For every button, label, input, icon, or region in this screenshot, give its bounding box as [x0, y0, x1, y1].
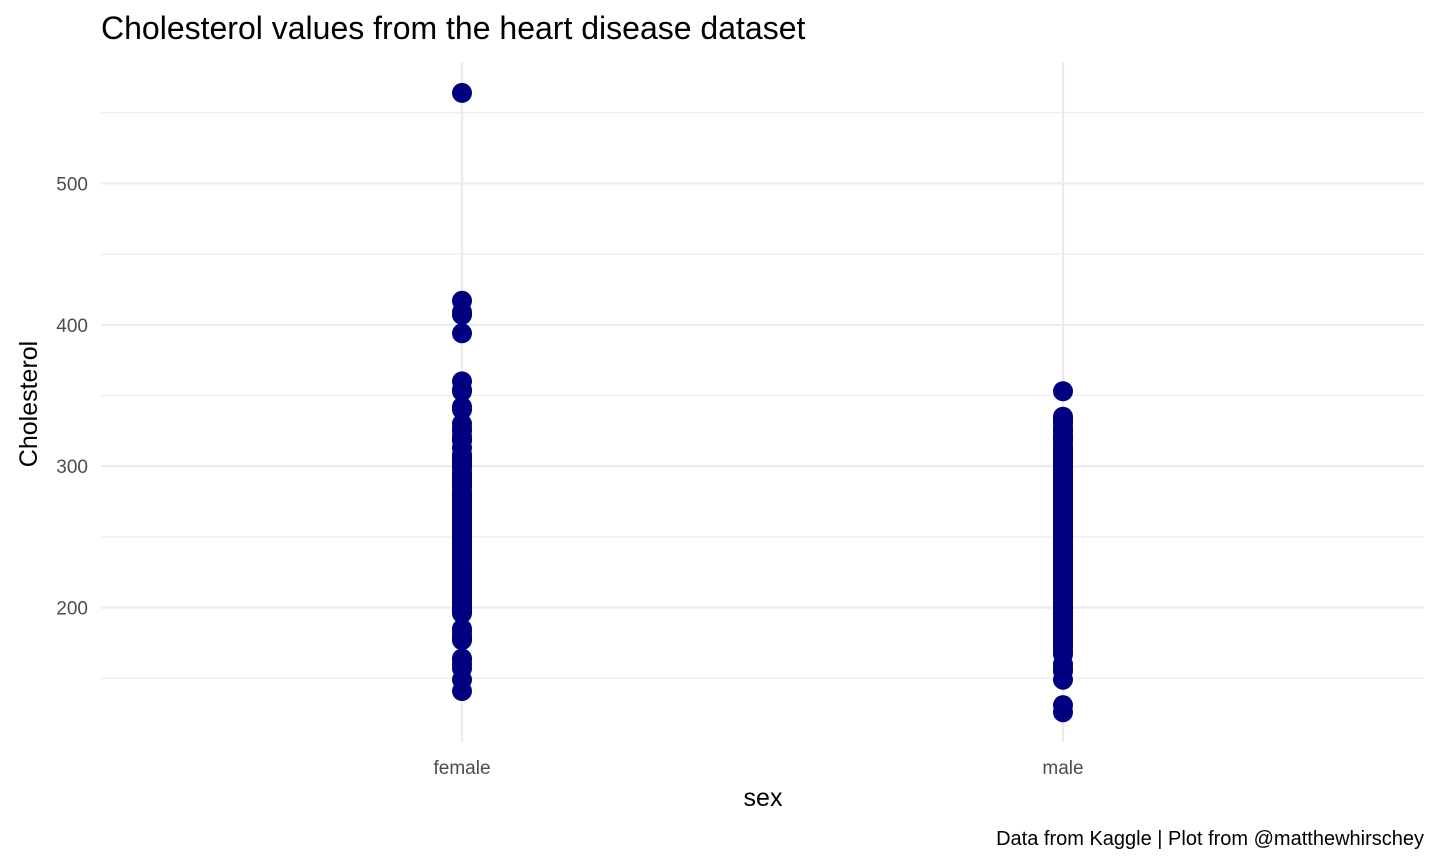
chart-title: Cholesterol values from the heart diseas…: [101, 10, 806, 46]
data-point-male: [1053, 381, 1073, 402]
data-point-female: [452, 603, 472, 624]
chart-caption: Data from Kaggle | Plot from @matthewhir…: [996, 828, 1424, 850]
data-point-male: [1053, 702, 1073, 723]
data-point-male: [1053, 669, 1073, 690]
data-point-female: [452, 399, 472, 420]
y-axis-title: Cholesterol: [15, 341, 43, 467]
y-tick-label: 400: [56, 316, 88, 337]
data-point-female: [452, 304, 472, 325]
data-point-female: [452, 630, 472, 651]
data-point-female: [452, 681, 472, 702]
y-tick-label: 200: [56, 599, 88, 620]
data-points: [452, 82, 1073, 723]
data-point-female: [452, 323, 472, 344]
grid-lines: [101, 62, 1424, 742]
x-tick-label: female: [433, 758, 490, 779]
data-point-female: [452, 82, 472, 103]
x-tick-label: male: [1042, 758, 1083, 779]
x-axis-title: sex: [744, 784, 783, 812]
data-point-female: [452, 381, 472, 402]
y-axis-ticks: 200 300 400 500: [56, 174, 88, 619]
y-tick-label: 500: [56, 174, 88, 195]
y-tick-label: 300: [56, 457, 88, 478]
x-axis-ticks: female male: [433, 758, 1083, 779]
